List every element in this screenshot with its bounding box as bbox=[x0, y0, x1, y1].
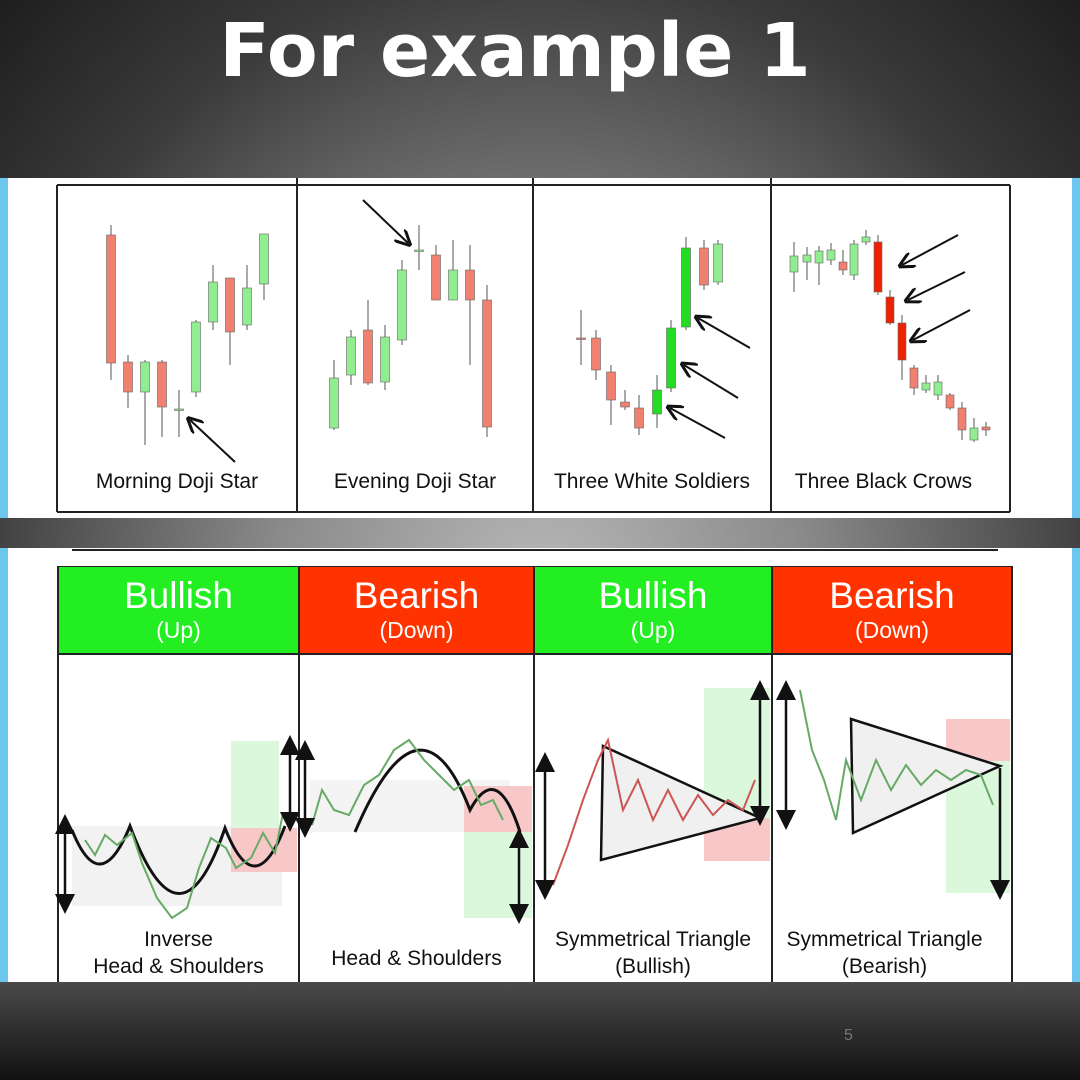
candle-body bbox=[191, 321, 201, 393]
arrow-icon bbox=[908, 271, 966, 300]
candle-body bbox=[933, 381, 943, 396]
candle-body bbox=[431, 254, 441, 301]
candle-body bbox=[174, 408, 184, 411]
candle-body bbox=[981, 426, 991, 431]
label-inverse-head-shoulders: Inverse Head & Shoulders bbox=[58, 926, 299, 980]
label-line2: (Bearish) bbox=[841, 955, 928, 978]
label-three-black-crows: Three Black Crows bbox=[794, 470, 973, 493]
candle-body bbox=[802, 254, 812, 263]
header-title: Bearish bbox=[353, 575, 480, 616]
inverse-head-shoulders-curve bbox=[70, 821, 287, 895]
label-line1: Symmetrical Triangle bbox=[786, 928, 983, 951]
candle-body bbox=[699, 247, 709, 286]
label-symmetrical-triangle-bullish: Symmetrical Triangle (Bullish) bbox=[534, 926, 772, 980]
candle-body bbox=[140, 361, 150, 393]
arrow-icon bbox=[684, 365, 739, 399]
candle-body bbox=[921, 382, 931, 391]
candle-body bbox=[242, 287, 252, 326]
header-title: Bullish bbox=[124, 575, 233, 616]
candle-body bbox=[873, 241, 883, 293]
label-line1: Inverse bbox=[144, 928, 213, 951]
candle-body bbox=[652, 389, 662, 415]
candle-body bbox=[482, 299, 492, 428]
triangle-shape bbox=[599, 744, 764, 862]
price-candles bbox=[311, 738, 504, 826]
candle-body bbox=[414, 249, 424, 252]
candle-body bbox=[157, 361, 167, 408]
candle-body bbox=[620, 401, 630, 408]
candle-body bbox=[713, 243, 723, 283]
candle-body bbox=[106, 234, 116, 364]
candle-body bbox=[814, 250, 824, 264]
head-shoulders-curve bbox=[353, 748, 522, 833]
candle-body bbox=[897, 322, 907, 361]
footer-band bbox=[0, 982, 1080, 1080]
header-bullish-1: Bullish (Up) bbox=[58, 566, 299, 654]
candle-body bbox=[346, 336, 356, 376]
header-sub: (Up) bbox=[630, 617, 676, 643]
header-bearish-1: Bearish (Down) bbox=[299, 566, 534, 654]
candle-body bbox=[945, 394, 955, 409]
label-line1: Symmetrical Triangle bbox=[554, 928, 752, 951]
target-zone bbox=[231, 741, 279, 828]
label-evening-doji-star: Evening Doji Star bbox=[333, 470, 497, 493]
label-three-white-soldiers: Three White Soldiers bbox=[553, 470, 751, 493]
candle-body bbox=[789, 255, 799, 273]
candle-body bbox=[826, 249, 836, 261]
header-bearish-2: Bearish (Down) bbox=[772, 566, 1012, 654]
label-line2: (Bullish) bbox=[615, 955, 691, 978]
candle-body bbox=[634, 407, 644, 429]
candle-body bbox=[591, 337, 601, 371]
candle-body bbox=[861, 236, 871, 243]
arrow-icon bbox=[670, 408, 726, 439]
candle-body bbox=[576, 337, 586, 340]
label-head-shoulders: Head & Shoulders bbox=[299, 945, 534, 972]
arrow-icon bbox=[913, 309, 971, 340]
candle-body bbox=[123, 361, 133, 393]
label-symmetrical-triangle-bearish: Symmetrical Triangle (Bearish) bbox=[772, 926, 997, 980]
arrow-icon bbox=[190, 420, 236, 463]
candle-body bbox=[465, 269, 475, 301]
candle-body bbox=[397, 269, 407, 341]
candle-body bbox=[909, 367, 919, 389]
header-sub: (Down) bbox=[379, 617, 454, 643]
candle-body bbox=[225, 277, 235, 333]
price-candles bbox=[84, 812, 284, 920]
candle-body bbox=[838, 261, 848, 271]
candle-body bbox=[849, 243, 859, 276]
candle-body bbox=[363, 329, 373, 384]
candle-body bbox=[259, 233, 269, 285]
header-title: Bearish bbox=[829, 575, 955, 616]
price-candles bbox=[799, 689, 994, 821]
arrow-icon bbox=[362, 199, 408, 243]
price-candles bbox=[552, 737, 756, 886]
candle-body bbox=[208, 281, 218, 323]
candle-body bbox=[885, 296, 895, 324]
candle-body bbox=[329, 377, 339, 429]
header-bullish-2: Bullish (Up) bbox=[534, 566, 772, 654]
label-morning-doji-star: Morning Doji Star bbox=[95, 470, 259, 493]
candle-body bbox=[380, 336, 390, 383]
candle-body bbox=[606, 371, 616, 401]
candle-body bbox=[666, 327, 676, 389]
candle-body bbox=[969, 427, 979, 441]
header-title: Bullish bbox=[598, 575, 708, 616]
label-line2: Head & Shoulders bbox=[331, 947, 502, 970]
page-number: 5 bbox=[844, 1027, 853, 1044]
arrow-icon bbox=[698, 318, 751, 349]
target-zone bbox=[464, 832, 532, 918]
slide-title: For example 1 bbox=[219, 8, 811, 94]
header-sub: (Up) bbox=[156, 617, 201, 643]
candle-body bbox=[448, 269, 458, 301]
arrow-icon bbox=[902, 234, 959, 265]
candle-body bbox=[681, 247, 691, 328]
header-sub: (Down) bbox=[854, 617, 930, 643]
label-line2: Head & Shoulders bbox=[93, 955, 264, 978]
candle-body bbox=[957, 407, 967, 431]
